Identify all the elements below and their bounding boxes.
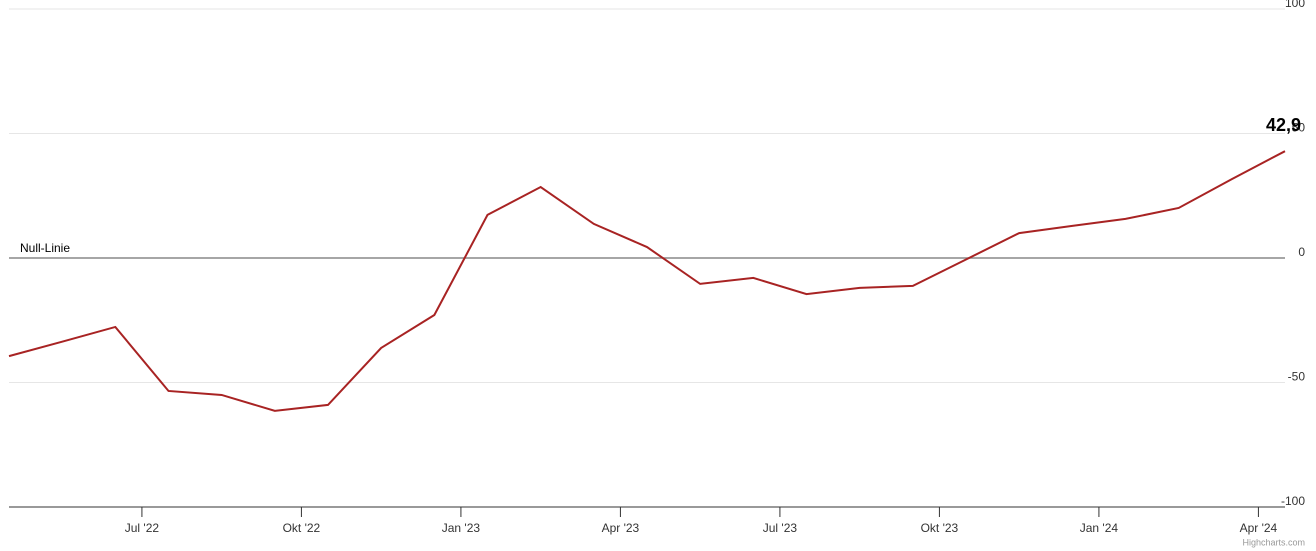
y-tick-label: -50 [1288, 370, 1306, 384]
x-tick-label: Apr '23 [602, 521, 640, 535]
value-label: 42,9 [1266, 115, 1301, 135]
data-line [8, 150, 1286, 412]
x-tick-label: Okt '22 [283, 521, 321, 535]
x-tick-label: Jul '23 [763, 521, 798, 535]
credit[interactable]: Highcharts.com [1242, 537, 1305, 547]
y-tick-label: 50 [1292, 121, 1306, 135]
y-tick-label: -100 [1281, 494, 1305, 508]
x-tick-label: Jul '22 [125, 521, 160, 535]
x-tick-label: Okt '23 [921, 521, 959, 535]
x-tick-label: Jan '24 [1080, 521, 1119, 535]
x-tick-label: Apr '24 [1240, 521, 1278, 535]
y-tick-label: 0 [1298, 245, 1305, 259]
y-tick-label: 100 [1285, 0, 1305, 10]
x-tick-label: Jan '23 [442, 521, 481, 535]
reference-label: Null-Linie [20, 241, 70, 255]
